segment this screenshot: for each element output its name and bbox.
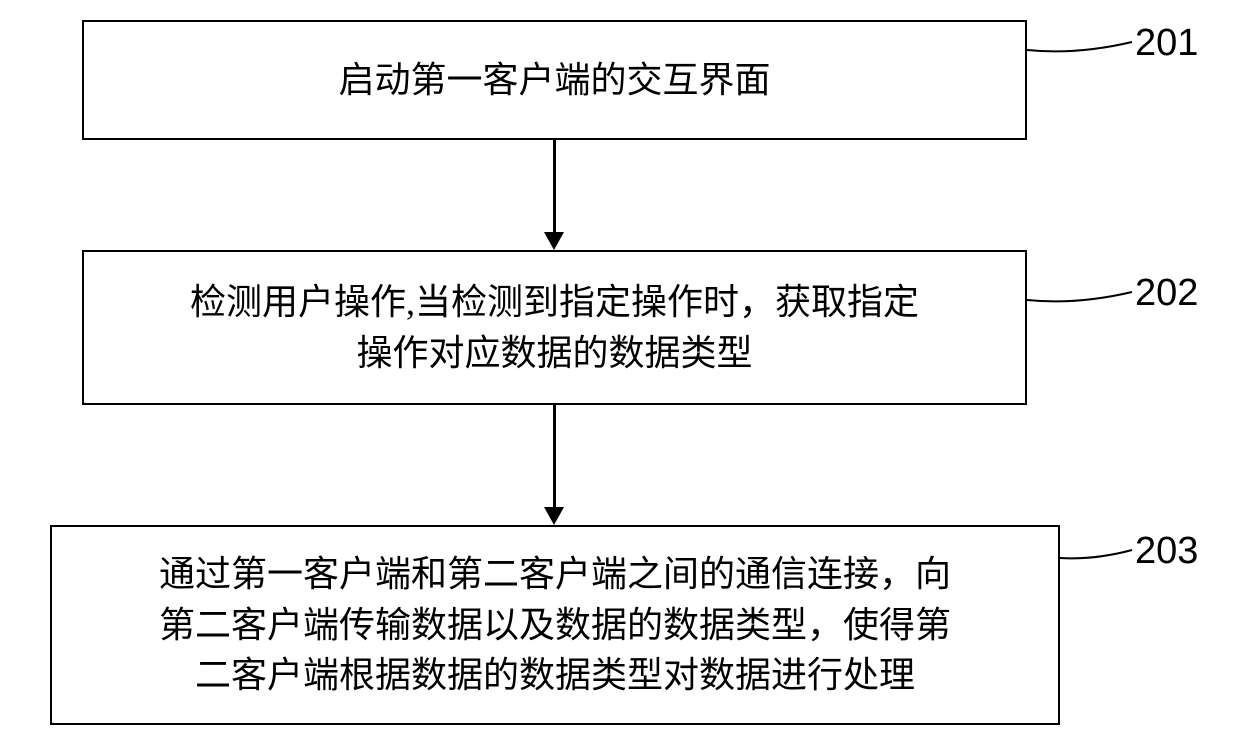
connector-curve-1	[1027, 20, 1137, 70]
step-label-203: 203	[1135, 530, 1198, 573]
flow-step-3-text: 通过第一客户端和第二客户端之间的通信连接，向 第二客户端传输数据以及数据的数据类…	[159, 549, 951, 700]
connector-curve-2	[1027, 270, 1137, 320]
connector-curve-3	[1060, 528, 1140, 578]
step-label-202: 202	[1135, 272, 1198, 315]
arrow-1-head	[544, 232, 564, 250]
flow-step-1-text: 启动第一客户端的交互界面	[338, 55, 770, 105]
arrow-2-line	[553, 405, 556, 508]
flow-step-1: 启动第一客户端的交互界面	[82, 20, 1027, 140]
flow-step-2-text: 检测用户操作,当检测到指定操作时，获取指定 操作对应数据的数据类型	[190, 277, 919, 378]
flow-step-2: 检测用户操作,当检测到指定操作时，获取指定 操作对应数据的数据类型	[82, 250, 1027, 405]
flowchart-container: 启动第一客户端的交互界面 201 检测用户操作,当检测到指定操作时，获取指定 操…	[0, 0, 1240, 747]
flow-step-3: 通过第一客户端和第二客户端之间的通信连接，向 第二客户端传输数据以及数据的数据类…	[50, 525, 1060, 725]
step-label-201: 201	[1135, 22, 1198, 65]
arrow-2-head	[544, 507, 564, 525]
arrow-1-line	[553, 140, 556, 233]
